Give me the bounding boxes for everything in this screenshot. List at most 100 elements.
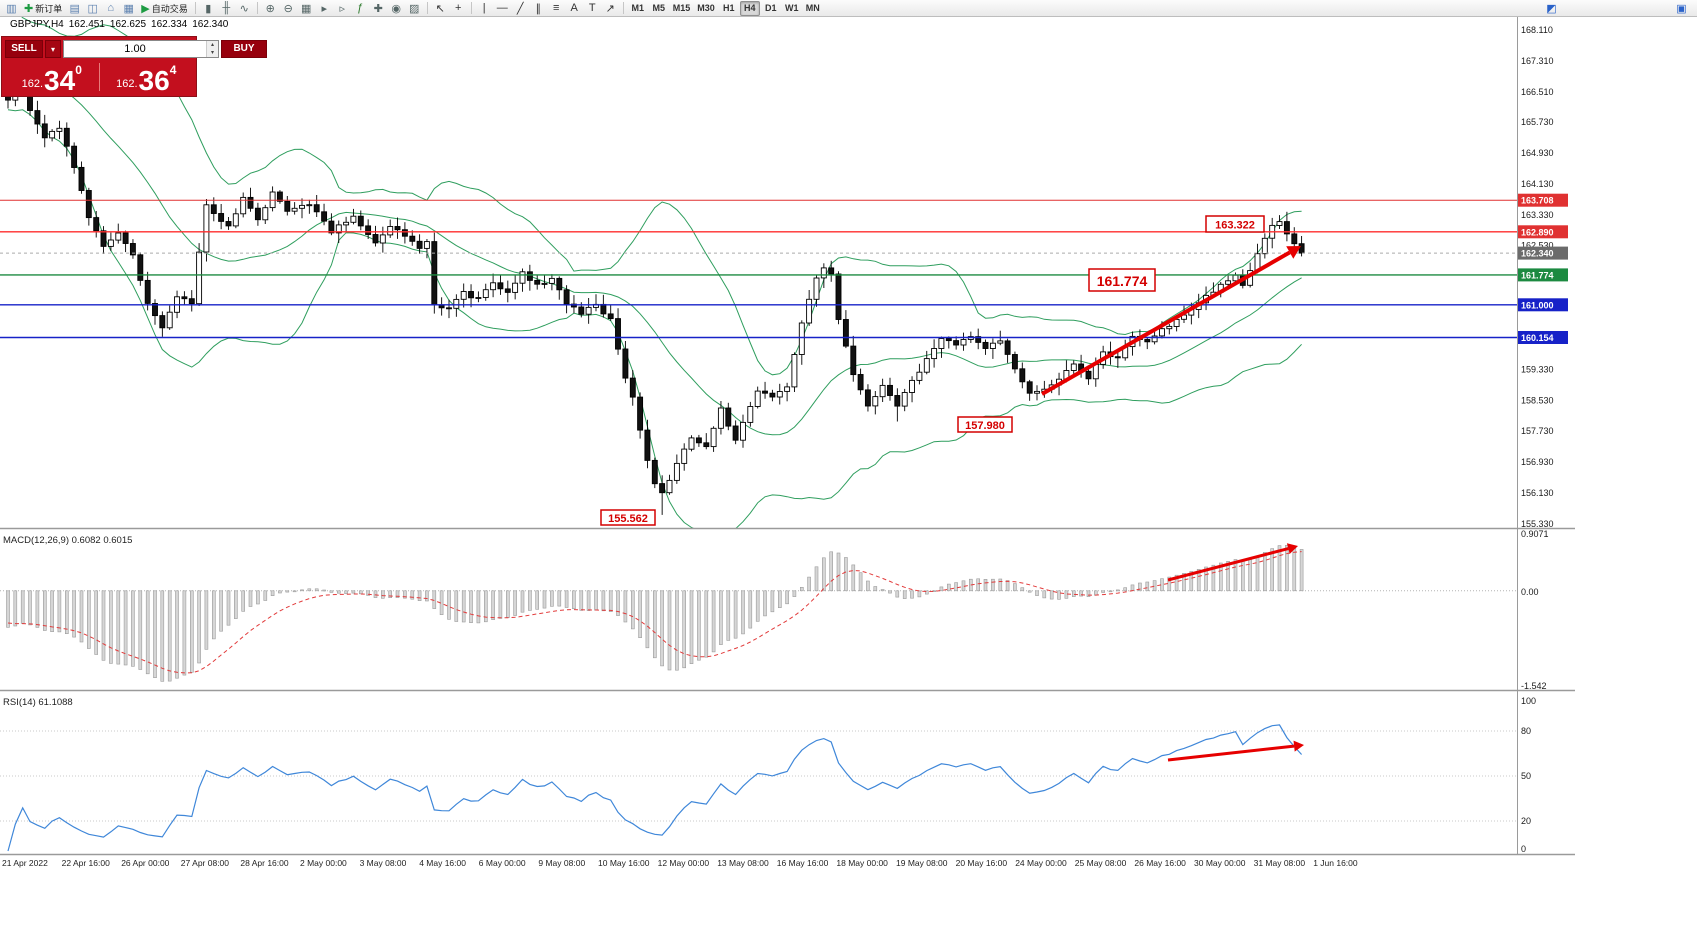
- timeframe-h1-button[interactable]: H1: [722, 3, 735, 13]
- chart-shift-icon[interactable]: ▹: [334, 1, 351, 16]
- zoom-out-icon-glyph: ⊖: [283, 2, 293, 15]
- callout-157.980[interactable]: 157.980: [957, 416, 1013, 433]
- bar-chart-icon[interactable]: ▮: [200, 1, 217, 16]
- channel-icon[interactable]: ∥: [530, 1, 547, 16]
- price-tick: 163.330: [1521, 210, 1554, 220]
- vertical-line-icon[interactable]: |: [476, 1, 493, 16]
- market-store-icon[interactable]: ▣: [1673, 1, 1690, 16]
- svg-text:163.708: 163.708: [1521, 196, 1554, 206]
- volume-input[interactable]: [64, 41, 206, 57]
- cursor-icon[interactable]: ↖: [432, 1, 449, 16]
- sell-price-big: 34: [44, 65, 76, 96]
- terminal-icon-glyph: ▦: [123, 2, 134, 15]
- timeframe-m5-button[interactable]: M5: [652, 3, 665, 13]
- zoom-in-icon[interactable]: ⊕: [262, 1, 279, 16]
- templates-icon[interactable]: ▨: [406, 1, 423, 16]
- data-window-icon[interactable]: ◫: [84, 1, 101, 16]
- bollinger-upper-band: [21, 17, 1302, 376]
- callout-161.774[interactable]: 161.774: [1088, 268, 1156, 292]
- volume-dropdown[interactable]: ▾: [45, 40, 61, 58]
- sell-price[interactable]: 162. 34 0: [5, 61, 99, 96]
- auto-trading-button[interactable]: ▶ 自动交易: [138, 1, 190, 16]
- buy-price[interactable]: 162. 36 4: [100, 61, 194, 96]
- time-tick: 20 May 16:00: [956, 858, 1008, 868]
- price-tag-162.340: 162.340: [1518, 246, 1568, 260]
- line-chart-icon[interactable]: ∿: [236, 1, 253, 16]
- volume-decrease-button[interactable]: ▾: [207, 49, 218, 57]
- toolbar-separator: [256, 2, 258, 14]
- sell-button[interactable]: SELL: [5, 40, 43, 58]
- new-order-button[interactable]: ✚ 新订单: [21, 1, 65, 16]
- quote-open: 162.451: [68, 19, 105, 30]
- volume-increase-button[interactable]: ▴: [207, 41, 218, 49]
- one-click-trading-panel: SELL ▾ ▴ ▾ BUY 162.340 162.364: [1, 36, 267, 97]
- rsi-line: [7, 724, 1303, 852]
- sell-price-prefix: 162.: [21, 78, 44, 90]
- timeframe-mn-button[interactable]: MN: [805, 3, 820, 13]
- time-tick: 21 Apr 2022: [2, 858, 48, 868]
- axes: 168.110 167.310 166.510 165.730 164.930 164.1…: [0, 17, 1575, 856]
- time-tick: 18 May 00:00: [836, 858, 888, 868]
- chart-shift-icon-glyph: ▹: [339, 2, 345, 15]
- zoom-out-icon[interactable]: ⊖: [280, 1, 297, 16]
- fibonacci-icon-glyph: ≡: [553, 2, 560, 14]
- crosshair-icon-glyph: +: [455, 2, 462, 14]
- macd-signal-line: [7, 551, 1302, 674]
- market-watch-icon[interactable]: ▤: [66, 1, 83, 16]
- timeframe-m15-button[interactable]: M15: [672, 3, 691, 13]
- dock-icon-glyph: ◩: [1546, 2, 1557, 15]
- callout-155.562[interactable]: 155.562: [600, 509, 656, 526]
- dock-icon[interactable]: ◩: [1543, 1, 1560, 16]
- charts-grid-icon[interactable]: ▥: [3, 1, 20, 16]
- buy-price-big: 36: [138, 65, 170, 96]
- indicators-icon[interactable]: ƒ: [352, 1, 369, 16]
- symbol-period-label: GBPJPY,H4: [10, 19, 64, 30]
- bar-chart-icon-glyph: ▮: [205, 2, 212, 15]
- timeframe-m1-button[interactable]: M1: [631, 3, 644, 13]
- text-icon[interactable]: A: [566, 1, 583, 16]
- time-tick: 26 Apr 00:00: [121, 858, 169, 868]
- toolbar-separator: [426, 2, 428, 14]
- auto-scroll-icon[interactable]: ▸: [316, 1, 333, 16]
- fibonacci-icon[interactable]: ≡: [548, 1, 565, 16]
- trend-arrow-macd[interactable]: [1167, 543, 1298, 582]
- crosshair-icon[interactable]: +: [450, 1, 467, 16]
- rsi-panel: [0, 724, 1517, 852]
- trend-arrow-rsi[interactable]: [1167, 740, 1304, 762]
- main-chart-plot[interactable]: [0, 4, 1517, 534]
- time-tick: 9 May 08:00: [538, 858, 585, 868]
- periods-icon[interactable]: ◉: [388, 1, 405, 16]
- label-icon[interactable]: T: [584, 1, 601, 16]
- navigator-icon[interactable]: ⌂: [102, 1, 119, 16]
- price-tick: 158.530: [1521, 395, 1554, 405]
- price-tick: 167.310: [1521, 56, 1554, 66]
- auto-scroll-icon-glyph: ▸: [321, 2, 327, 15]
- tile-windows-icon-glyph: ▦: [301, 2, 312, 15]
- price-tick: 156.130: [1521, 488, 1554, 498]
- macd-panel: [0, 544, 1517, 682]
- market-store-icon-glyph: ▣: [1676, 2, 1687, 15]
- market-watch-icon-glyph: ▤: [69, 2, 80, 15]
- time-tick: 26 May 16:00: [1134, 858, 1186, 868]
- timeframe-w1-button[interactable]: W1: [785, 3, 799, 13]
- time-tick: 6 May 00:00: [479, 858, 526, 868]
- horizontal-line-icon[interactable]: —: [494, 1, 511, 16]
- tile-windows-icon[interactable]: ▦: [298, 1, 315, 16]
- timeframe-d1-button[interactable]: D1: [764, 3, 777, 13]
- volume-stepper: ▴ ▾: [206, 41, 218, 57]
- time-tick: 1 Jun 16:00: [1313, 858, 1358, 868]
- timeframe-m30-button[interactable]: M30: [697, 3, 715, 13]
- arrows-icon[interactable]: ↗: [602, 1, 619, 16]
- callout-163.322[interactable]: 163.322: [1205, 215, 1265, 233]
- terminal-icon[interactable]: ▦: [120, 1, 137, 16]
- trendline-icon[interactable]: ╱: [512, 1, 529, 16]
- trend-arrow-main[interactable]: [1041, 246, 1301, 396]
- candlestick-chart-icon[interactable]: ╫: [218, 1, 235, 16]
- time-axis[interactable]: 21 Apr 2022 22 Apr 16:00 26 Apr 00:00 27 Ap…: [2, 858, 1358, 868]
- buy-button[interactable]: BUY: [221, 40, 267, 58]
- buy-price-sup: 4: [169, 63, 177, 77]
- add-indicator-icon[interactable]: ✚: [370, 1, 387, 16]
- timeframe-h4-button[interactable]: H4: [739, 0, 760, 16]
